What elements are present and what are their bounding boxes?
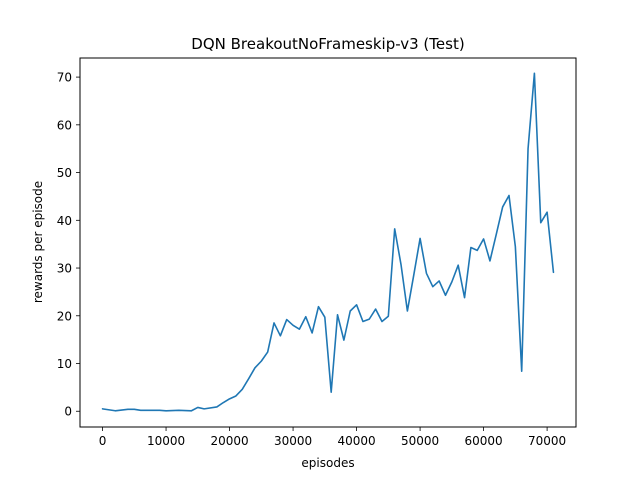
y-axis: 0 10 20 30 40 50 60 70 — [57, 71, 80, 419]
chart-title: DQN BreakoutNoFrameskip-v3 (Test) — [191, 35, 464, 53]
x-tick-label: 70000 — [528, 434, 566, 448]
y-tick-label: 70 — [57, 71, 72, 85]
x-axis-label: episodes — [301, 456, 354, 470]
x-tick-label: 60000 — [465, 434, 503, 448]
x-tick-label: 30000 — [274, 434, 312, 448]
x-tick-label: 20000 — [210, 434, 248, 448]
y-tick-label: 20 — [57, 309, 72, 323]
axes-frame — [79, 57, 577, 428]
y-tick-label: 50 — [57, 166, 72, 180]
y-tick-label: 40 — [57, 214, 72, 228]
x-tick-label: 40000 — [337, 434, 375, 448]
x-axis: 0 10000 20000 30000 40000 50000 60000 70000 — [99, 427, 566, 448]
x-tick-label: 50000 — [401, 434, 439, 448]
x-tick-label: 0 — [99, 434, 107, 448]
y-axis-label: rewards per episode — [31, 181, 45, 303]
y-tick-label: 0 — [64, 405, 72, 419]
series-line-0 — [101, 72, 555, 412]
x-tick-label: 10000 — [147, 434, 185, 448]
plot-area — [101, 72, 555, 412]
y-tick-label: 10 — [57, 357, 72, 371]
y-tick-label: 30 — [57, 262, 72, 276]
y-tick-label: 60 — [57, 118, 72, 132]
